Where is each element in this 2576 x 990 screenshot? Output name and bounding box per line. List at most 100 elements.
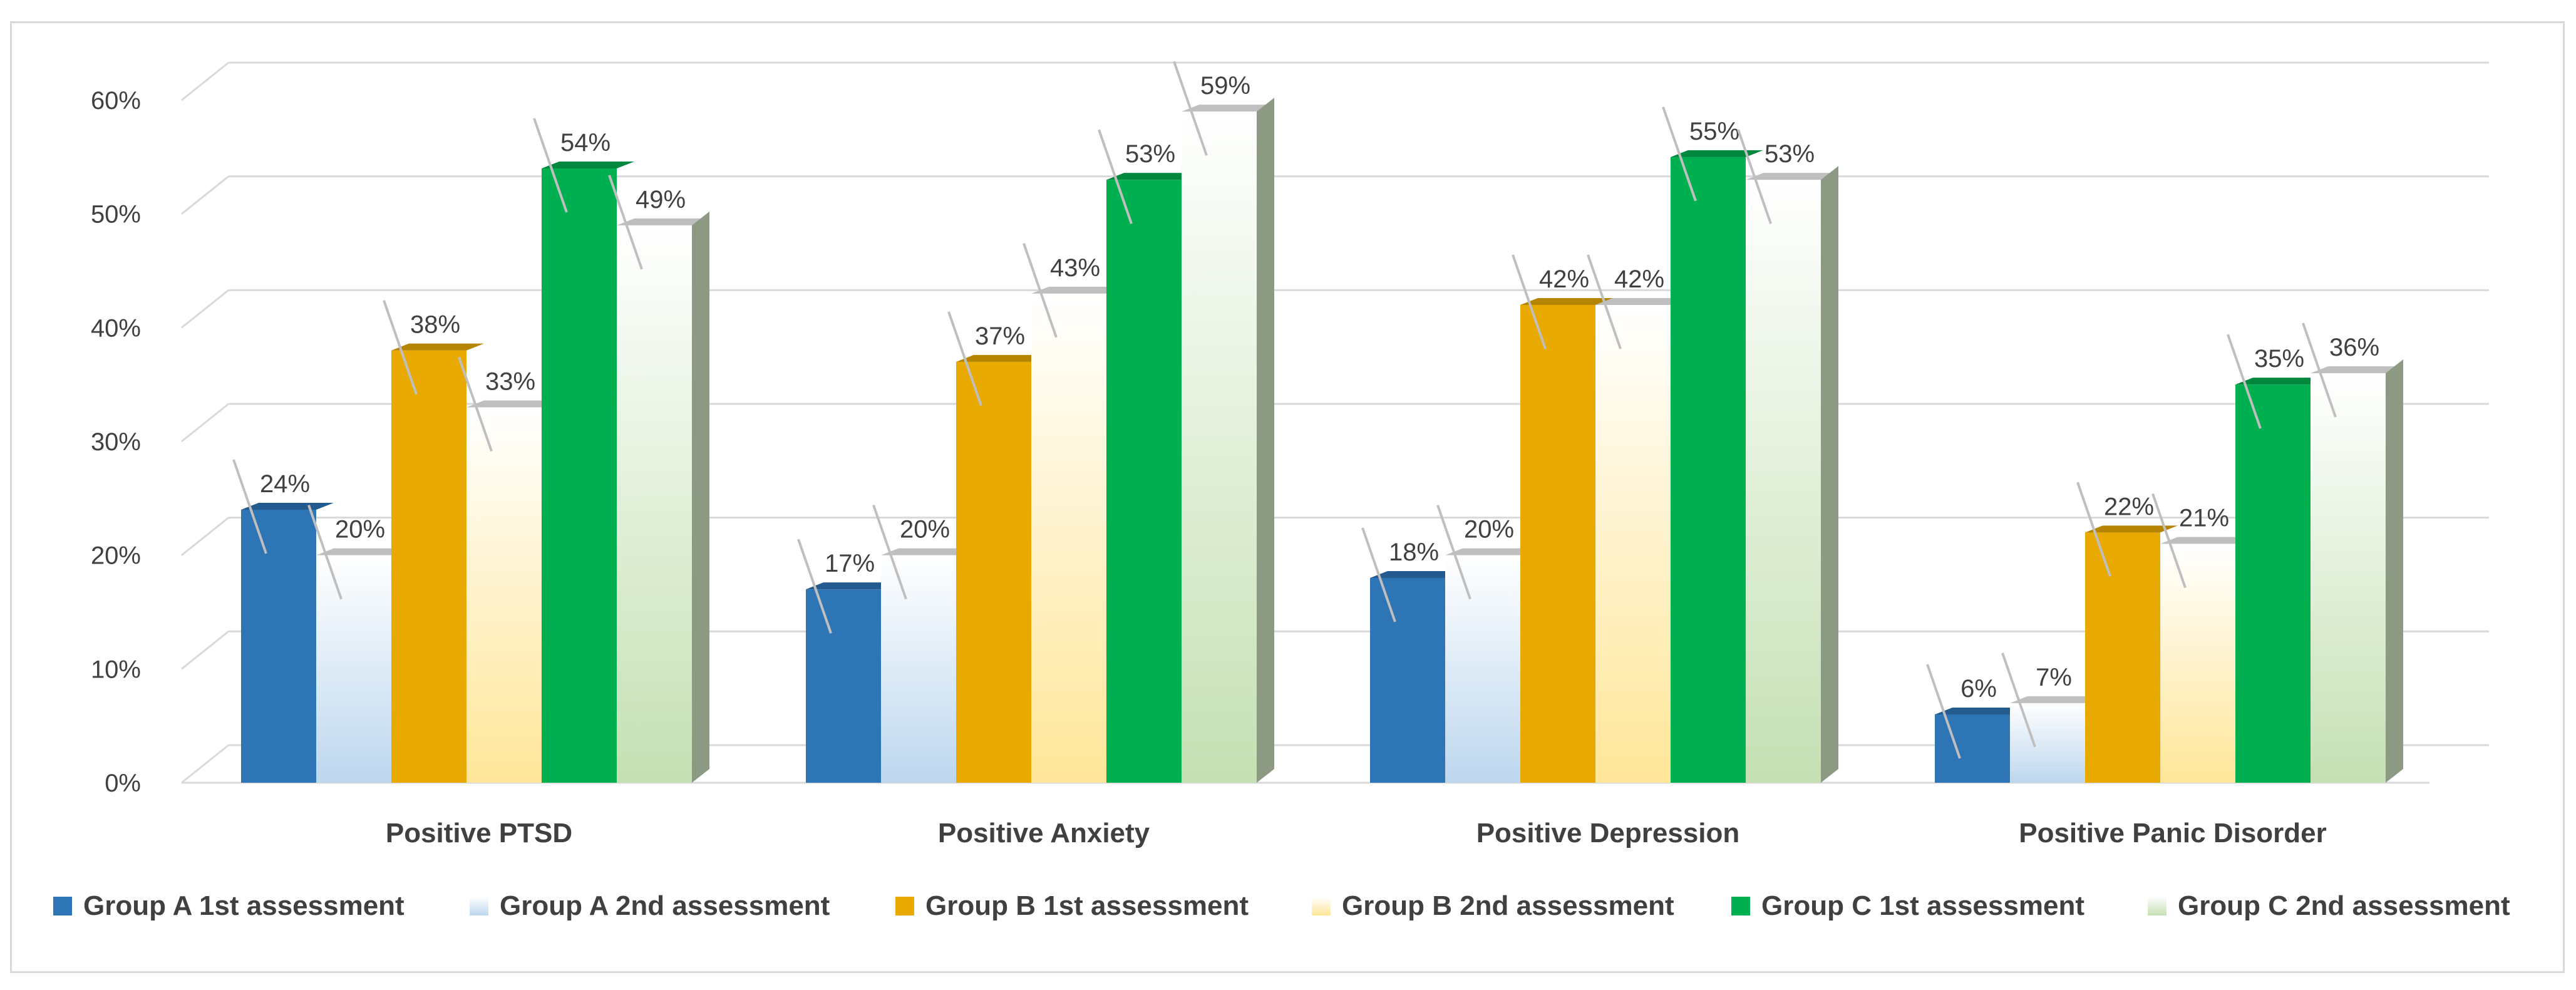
bar [2085,525,2178,783]
bar [806,582,899,783]
y-tick-label: 30% [91,428,141,456]
data-label: 18% [1389,539,1439,566]
bar-side [1257,98,1274,783]
bar [1746,166,1838,783]
grid-diagonal [181,289,229,329]
label-leader [1737,129,1772,224]
bar-top [1106,173,1199,180]
label-leader [458,356,493,452]
bar-side [692,211,709,783]
data-label: 7% [2036,664,2072,691]
bar [1182,98,1274,783]
label-leader [608,175,643,270]
bar-front [956,361,1031,783]
label-leader [1926,664,1961,759]
y-tick-label: 50% [91,201,141,229]
bar-top [1671,150,1763,157]
label-leader [1587,254,1622,349]
data-label: 17% [825,550,875,577]
legend-label: Group C 1st assessment [1761,890,2084,921]
legend-item: Group A 2nd assessment [470,890,830,921]
bar [2235,378,2328,783]
legend-label: Group A 1st assessment [83,890,404,921]
y-tick-label: 0% [105,770,141,797]
label-leader [2151,493,2187,589]
label-leader [2001,652,2036,748]
bar-front [241,510,316,783]
bar-front [1520,305,1595,783]
y-tick-label: 40% [91,314,141,342]
bar-front [806,589,881,783]
bar-front [542,168,617,783]
bar-top [1031,286,1124,294]
y-tick-label: 60% [91,87,141,115]
bar-front [1370,578,1445,783]
data-label: 21% [2179,505,2229,532]
bar [241,503,334,783]
bar [391,343,484,783]
bar-top [1370,571,1463,578]
bar-top [1595,298,1688,305]
bar-front [1746,180,1821,783]
data-label: 49% [636,186,686,214]
label-leader [232,459,267,554]
data-label: 54% [560,129,611,157]
bar [1106,173,1199,783]
label-leader [2302,322,2337,418]
grid-diagonal [181,517,229,556]
bar-front [1445,555,1520,783]
category-label: Positive Panic Disorder [2019,818,2327,848]
bar [2160,537,2253,783]
data-label: 42% [1539,266,1589,293]
data-label: 36% [2329,334,2379,361]
label-leader [1098,129,1133,224]
data-label: 24% [260,470,310,498]
legend-item: Group C 1st assessment [1731,890,2084,921]
legend-item: Group C 2nd assessment [2148,890,2510,921]
bar [1671,150,1763,783]
bar [2010,696,2103,783]
bar-top [881,548,974,555]
legend-label: Group C 2nd assessment [2178,890,2510,921]
bar-top [316,548,409,555]
y-tick-label: 10% [91,656,141,683]
bar-front [391,350,466,783]
bar [316,548,409,783]
legend: Group A 1st assessment Group A 2nd assess… [53,890,2510,921]
bar-top [2235,378,2328,385]
legend-swatch [53,897,72,915]
data-label: 43% [1050,254,1100,282]
bar-front [1106,180,1182,783]
legend-item: Group A 1st assessment [53,890,404,921]
bars [241,98,2403,783]
data-label: 38% [410,311,460,339]
data-label: 20% [335,516,385,544]
bar [1031,286,1124,783]
legend-label: Group A 2nd assessment [500,890,830,921]
bar-top [542,162,634,168]
label-leader [1662,106,1697,202]
bar-top [1746,173,1838,180]
bar [956,354,1049,783]
bar-front [1671,157,1746,783]
label-leader [1436,505,1471,600]
bar-top [1182,105,1274,112]
y-tick-label: 20% [91,542,141,570]
category-label: Positive Anxiety [938,818,1150,848]
grid-diagonal [181,744,229,784]
data-label: 6% [1960,675,1997,703]
data-label: 53% [1125,140,1175,168]
bar-front [2160,544,2235,783]
legend-item: Group B 1st assessment [895,890,1249,921]
bar-front [2311,373,2386,783]
grid-diagonal [181,631,229,670]
bar-top [956,354,1049,362]
legend-swatch [1312,897,1331,915]
bar-front [316,555,391,783]
bar-top [2160,537,2253,544]
label-leader [2076,482,2111,577]
grid-diagonal [181,61,229,101]
bar-front [1595,305,1671,783]
bar [881,548,974,783]
label-leader [1361,527,1396,622]
